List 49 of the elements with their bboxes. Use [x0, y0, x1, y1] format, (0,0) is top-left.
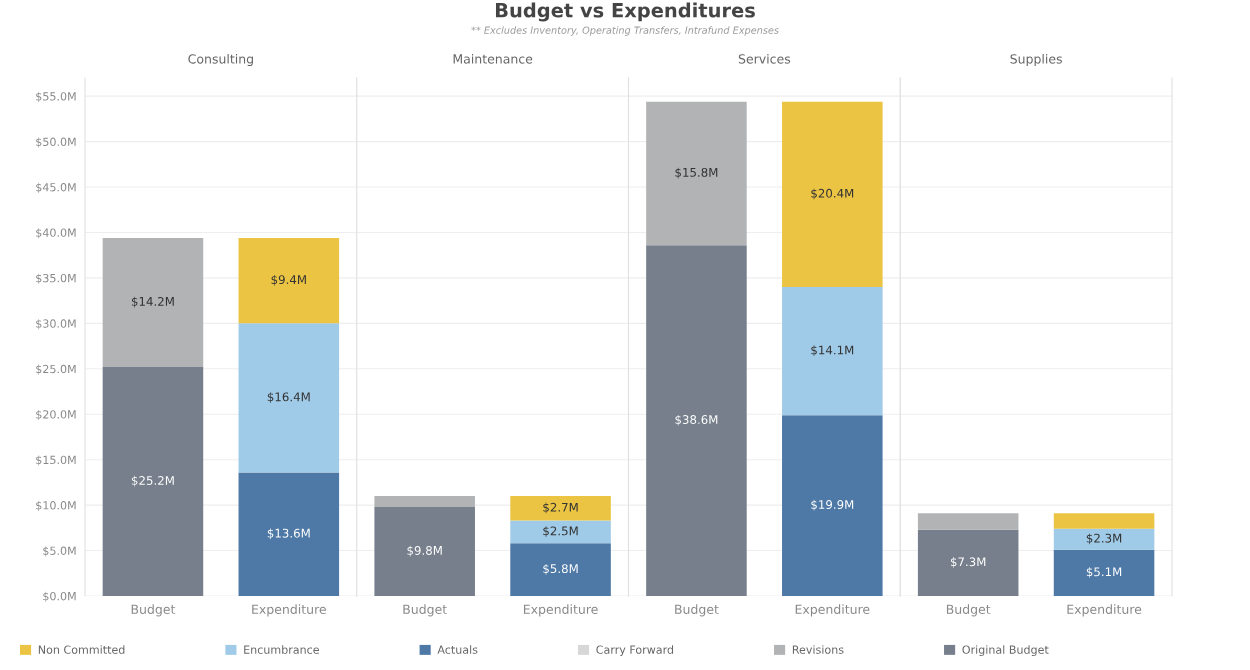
data-label: $2.3M [1086, 533, 1122, 545]
y-tick-label: $10.0M [36, 500, 76, 511]
y-tick-label: $30.0M [36, 319, 76, 330]
y-tick-label: $20.0M [36, 410, 76, 421]
data-label: $14.1M [811, 345, 854, 357]
data-label: $19.9M [811, 499, 854, 511]
data-label: $13.6M [267, 528, 310, 540]
x-tick-label: Expenditure [795, 604, 870, 617]
y-tick-label: $40.0M [36, 228, 76, 239]
data-label: $2.7M [543, 502, 578, 514]
x-tick-label: Expenditure [1067, 604, 1142, 617]
y-tick-label: $35.0M [36, 273, 76, 284]
data-label: $5.8M [543, 563, 578, 575]
y-tick-label: $0.0M [43, 591, 76, 602]
y-tick-label: $15.0M [36, 455, 76, 466]
y-tick-label: $45.0M [36, 182, 76, 193]
x-tick-label: Budget [131, 604, 176, 617]
data-label: $9.4M [271, 274, 306, 286]
legend-label: Original Budget [962, 645, 1049, 656]
data-label: $9.8M [407, 545, 442, 557]
x-tick-label: Budget [675, 604, 719, 617]
y-tick-label: $25.0M [36, 364, 76, 375]
chart-title: Services [738, 53, 791, 64]
text: ** Excludes Inventory, Operating Transfers, Intrafund Expenses [471, 26, 779, 36]
x-tick-label: Budget [946, 604, 991, 617]
data-label: $2.5M [543, 526, 578, 537]
data-label: $5.1M [1086, 567, 1122, 578]
data-label: $14.2M [131, 296, 174, 308]
data-label: $15.8M [675, 167, 718, 179]
legend-label: Actuals [437, 645, 478, 654]
x-tick-label: Budget [403, 604, 447, 617]
legend-label: Revisions [792, 645, 844, 654]
y-tick-label: $50.0M [36, 137, 76, 148]
data-label: $7.3M [950, 557, 986, 568]
data-label: $25.2M [131, 475, 174, 487]
text: Budget vs Expenditures [495, 2, 755, 22]
y-tick-label: $5.0M [43, 546, 76, 557]
legend-label: Non Committed [38, 645, 125, 654]
chart-title: Maintenance [453, 53, 533, 64]
y-tick-label: $55.0M [36, 91, 76, 103]
legend-label: Carry Forward [596, 645, 674, 656]
x-tick-label: Expenditure [523, 604, 598, 617]
data-label: $20.4M [811, 188, 854, 200]
legend-label: Encumbrance [244, 645, 319, 654]
data-label: $16.4M [267, 392, 310, 403]
data-label: $38.6M [675, 414, 718, 426]
chart-title: Supplies [1010, 53, 1062, 67]
chart-title: Consulting [188, 53, 253, 67]
x-tick-label: Expenditure [252, 604, 326, 617]
